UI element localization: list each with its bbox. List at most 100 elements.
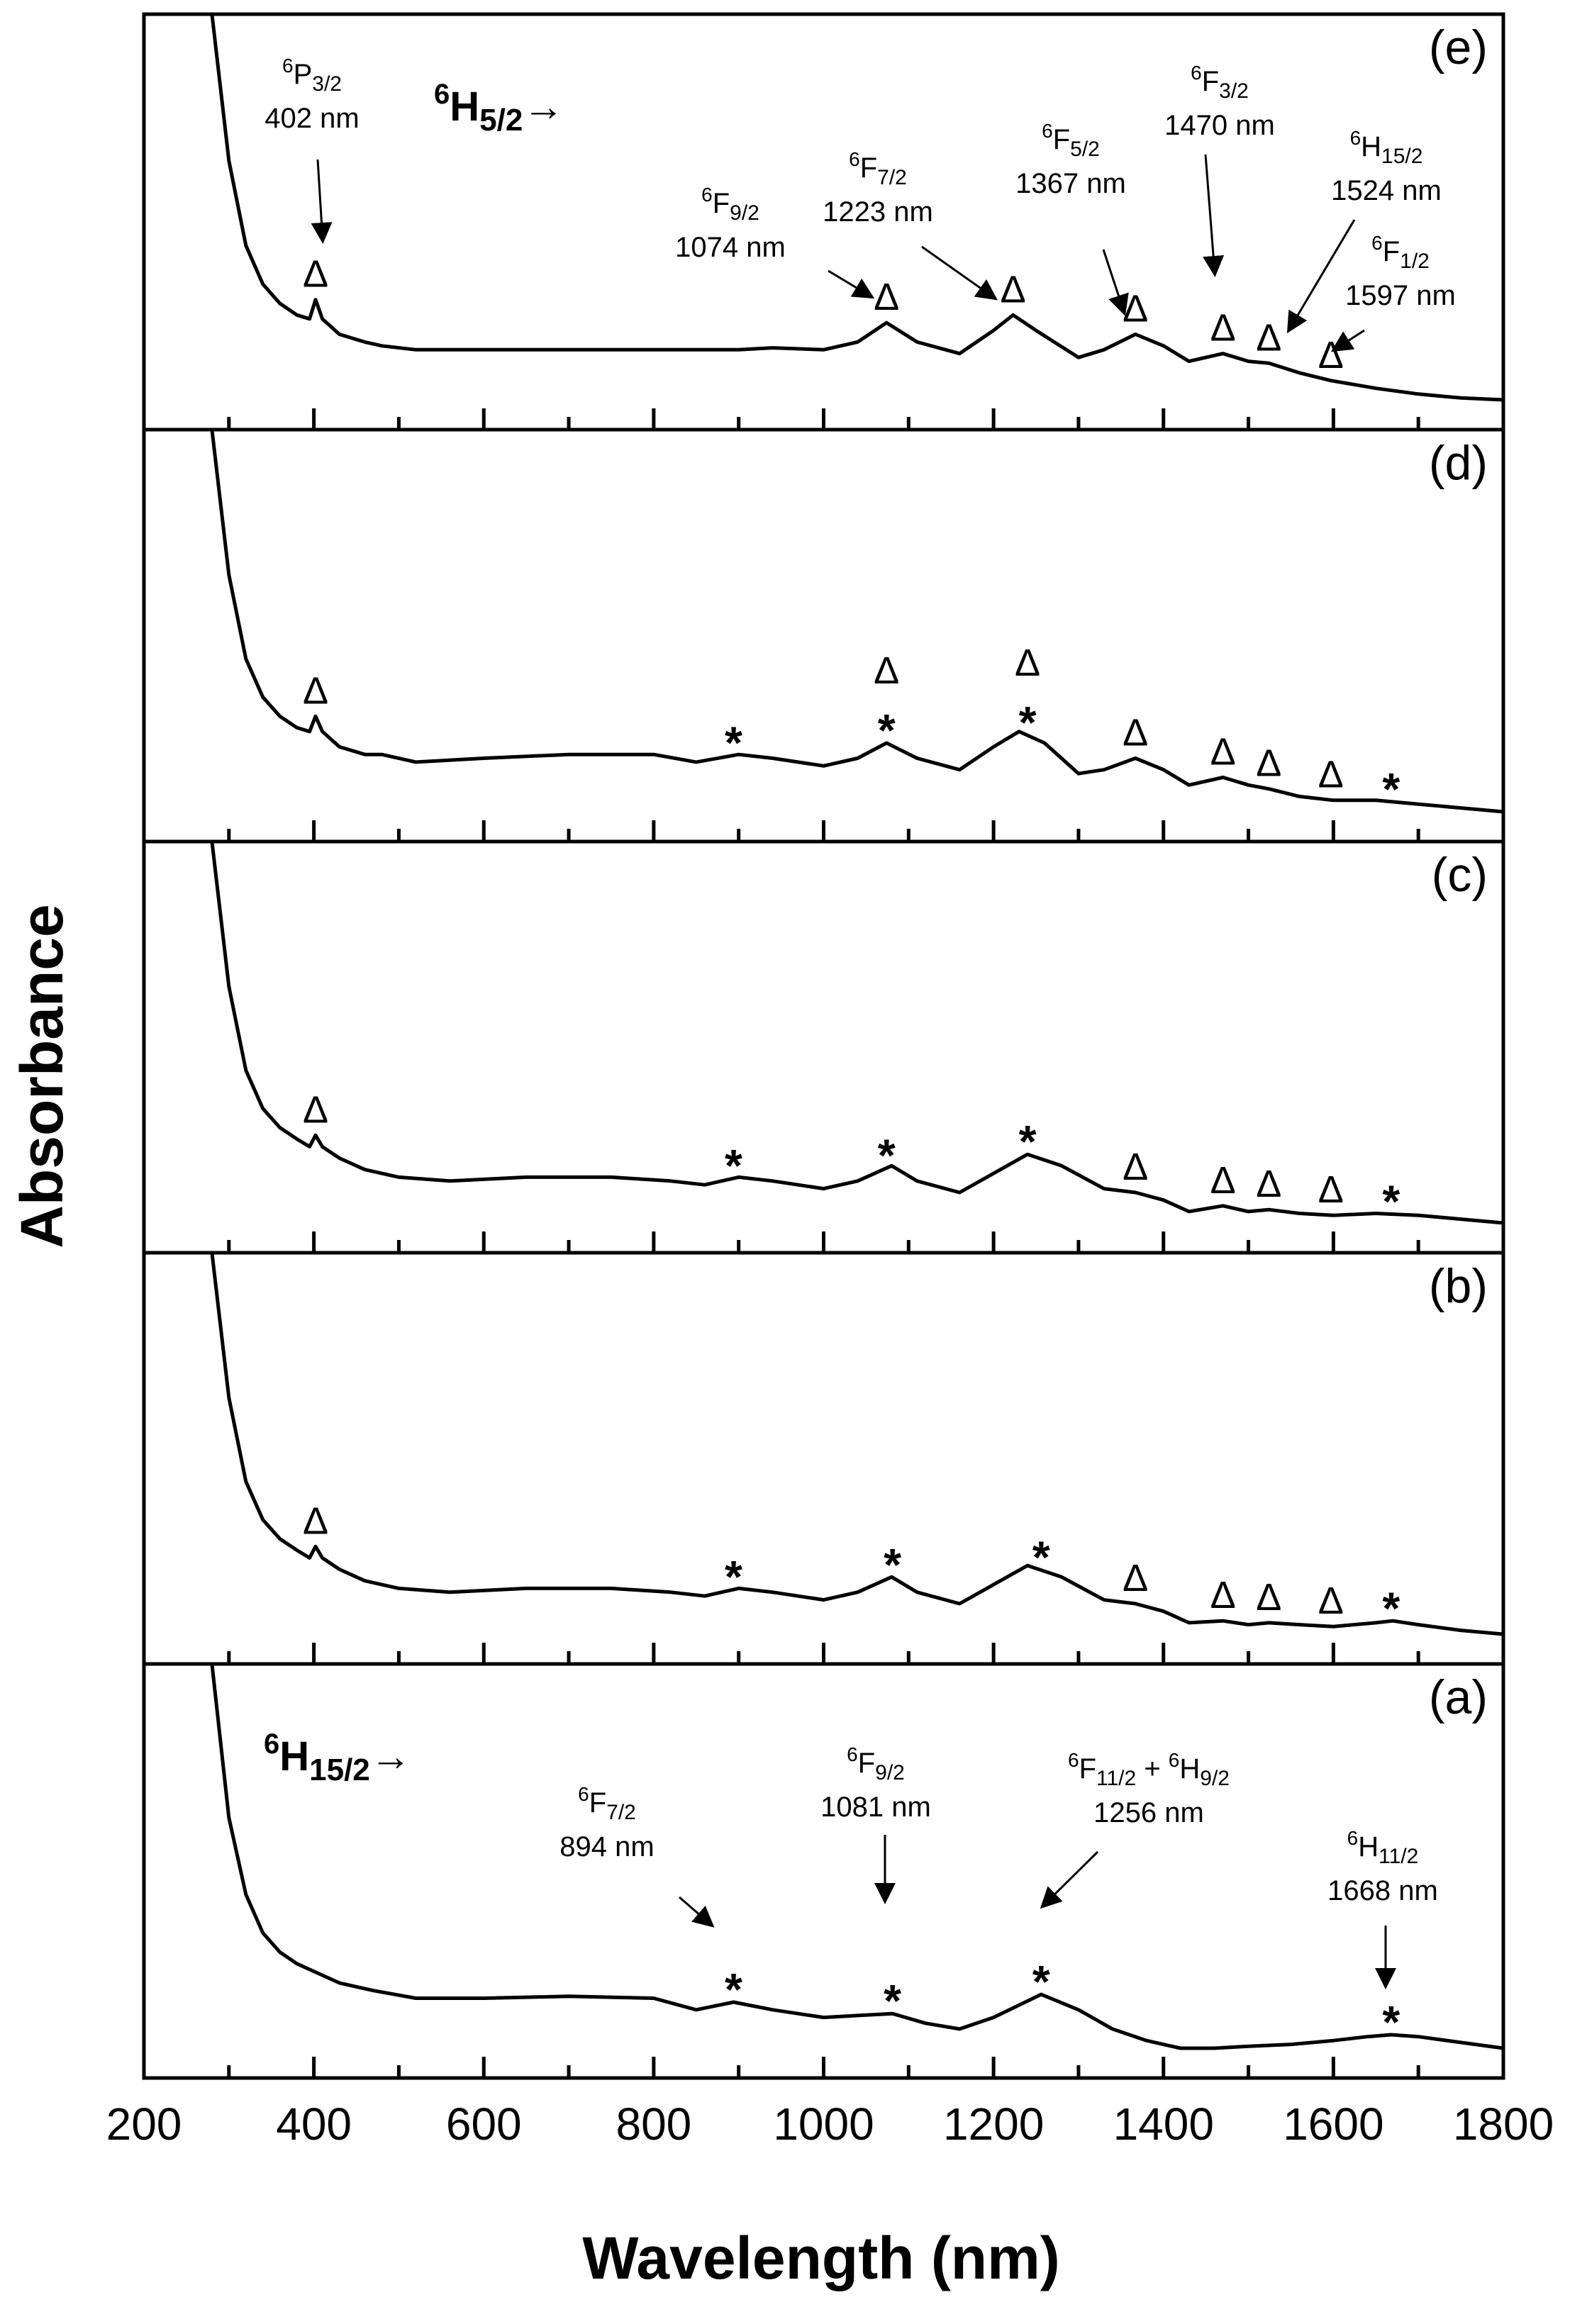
triangle-marker: Δ [303, 669, 328, 712]
x-tick-label: 1400 [1113, 2099, 1214, 2150]
triangle-marker: Δ [1210, 1574, 1236, 1616]
annotation-arrow [828, 269, 875, 299]
annotation-6F1/2: 6F1/2 1597 nm [1330, 232, 1456, 352]
triangle-marker: Δ [874, 649, 899, 692]
annotation-6F9/2-a: 6F9/2 1081 nm [820, 1743, 931, 1904]
triangle-marker: Δ [1256, 1163, 1281, 1205]
wavelength-label: 1081 nm [820, 1792, 931, 1823]
annotation-arrow [1286, 219, 1356, 334]
triangle-marker: Δ [1210, 1159, 1236, 1202]
annotation-arrow [1330, 329, 1365, 352]
star-marker: * [1382, 764, 1400, 815]
panel-a: (a) * * * * 6H15/2→ [142, 1662, 1505, 2080]
wavelength-label: 1668 nm [1327, 1875, 1438, 1906]
term-symbol-label: 6F3/2 [1191, 62, 1249, 103]
star-marker: * [1019, 1116, 1037, 1167]
x-tick-label: 1600 [1283, 2099, 1383, 2150]
annotation-arrow [1040, 1850, 1099, 1909]
triangle-marker: Δ [1123, 288, 1148, 330]
triangle-marker: Δ [303, 1499, 328, 1542]
annotation-arrow [1102, 249, 1129, 316]
annotation-6F11/2-6H9/2: 6F11/2 + 6H9/2 1256 nm [1040, 1749, 1230, 1909]
x-tick-label: 200 [106, 2099, 182, 2150]
wavelength-label: 402 nm [264, 103, 359, 134]
term-symbol-label: 6H15/2 [1350, 127, 1423, 168]
triangle-marker: Δ [1001, 268, 1026, 311]
term-symbol-label: 6P3/2 [282, 55, 342, 96]
triangle-marker: Δ [1318, 1168, 1344, 1211]
annotation-6F7/2-a: 6F7/2 894 nm [559, 1783, 715, 1928]
panel-b: (b)Δ* * * Δ Δ Δ Δ * [142, 1251, 1505, 1666]
transition-series-title: 6H15/2→ [264, 1728, 411, 1787]
wavelength-label: 1256 nm [1093, 1797, 1204, 1828]
triangle-marker: Δ [1210, 307, 1236, 350]
panel-frame [142, 428, 1505, 844]
absorbance-curve [210, 839, 1505, 1225]
term-symbol-label: 6F9/2 [847, 1743, 905, 1784]
wavelength-label: 1524 nm [1331, 175, 1442, 206]
annotation-arrow [921, 245, 998, 301]
term-symbol-label: 6F5/2 [1042, 120, 1100, 161]
annotation-6P3/2: 6P3/2 402 nm [264, 55, 360, 244]
star-marker: * [878, 1130, 896, 1181]
absorbance-curve [210, 428, 1505, 814]
term-symbol-label: 6F7/2 [578, 1783, 636, 1824]
term-symbol-label: 6F9/2 [701, 184, 759, 225]
panel-frame [142, 839, 1505, 1255]
panel-label: (a) [1429, 1670, 1488, 1724]
x-tick-label: 400 [276, 2099, 352, 2150]
wavelength-label: 1597 nm [1345, 280, 1456, 311]
term-symbol-label: 6F11/2 + 6H9/2 [1068, 1749, 1230, 1790]
annotation-arrow [1203, 154, 1225, 277]
star-marker: * [1019, 697, 1037, 748]
panel-label: (b) [1429, 1259, 1488, 1313]
annotation-6H15/2: 6H15/2 1524 nm [1286, 127, 1442, 334]
annotation-6F5/2: 6F5/2 1367 nm [1015, 120, 1129, 316]
annotation-6F9/2: 6F9/2 1074 nm [675, 184, 875, 299]
star-marker: * [725, 1964, 742, 2015]
transition-series-title: 6H5/2→ [434, 79, 564, 138]
triangle-marker: Δ [1123, 712, 1148, 754]
annotation-6H11/2: 6H11/2 1668 nm [1327, 1827, 1438, 1989]
x-tick-label: 1000 [773, 2099, 874, 2150]
term-symbol-label: 6H11/2 [1347, 1827, 1419, 1868]
triangle-marker: Δ [1210, 730, 1236, 773]
annotation-arrow [679, 1896, 715, 1928]
star-marker: * [884, 1975, 901, 2026]
triangle-marker: Δ [1256, 316, 1281, 359]
panel-label: (e) [1429, 21, 1488, 74]
triangle-marker: Δ [874, 276, 899, 318]
star-marker: * [1382, 1176, 1400, 1227]
triangle-marker: Δ [1318, 334, 1344, 376]
absorbance-curve [210, 12, 1505, 402]
panel-label: (c) [1432, 848, 1488, 902]
x-tick-label: 1200 [943, 2099, 1044, 2150]
absorbance-curve [210, 1251, 1505, 1636]
wavelength-label: 894 nm [559, 1831, 654, 1862]
triangle-marker: Δ [1123, 1557, 1148, 1599]
x-tick-label: 600 [446, 2099, 522, 2150]
triangle-marker: Δ [1318, 753, 1344, 795]
star-marker: * [725, 1140, 742, 1191]
absorbance-curve [210, 1662, 1505, 2050]
triangle-marker: Δ [1256, 742, 1281, 785]
term-symbol-label: 6F1/2 [1371, 232, 1430, 273]
triangle-marker: Δ [303, 253, 328, 296]
x-axis-title: Wavelength (nm) [582, 2225, 1060, 2291]
star-marker: * [1382, 1996, 1400, 2048]
star-marker: * [725, 1551, 742, 1602]
term-symbol-label: 6F7/2 [849, 148, 907, 189]
triangle-marker: Δ [1318, 1580, 1344, 1622]
x-tick-label: 800 [616, 2099, 691, 2150]
panel-label: (d) [1429, 436, 1488, 490]
star-marker: * [1032, 1532, 1050, 1583]
wavelength-label: 1223 nm [823, 196, 933, 228]
wavelength-label: 1470 nm [1164, 110, 1275, 141]
panel-frame [142, 1251, 1505, 1666]
triangle-marker: Δ [303, 1088, 328, 1131]
wavelength-label: 1074 nm [675, 232, 786, 263]
x-tick-label: 1800 [1453, 2099, 1554, 2150]
triangle-marker: Δ [1123, 1146, 1148, 1188]
